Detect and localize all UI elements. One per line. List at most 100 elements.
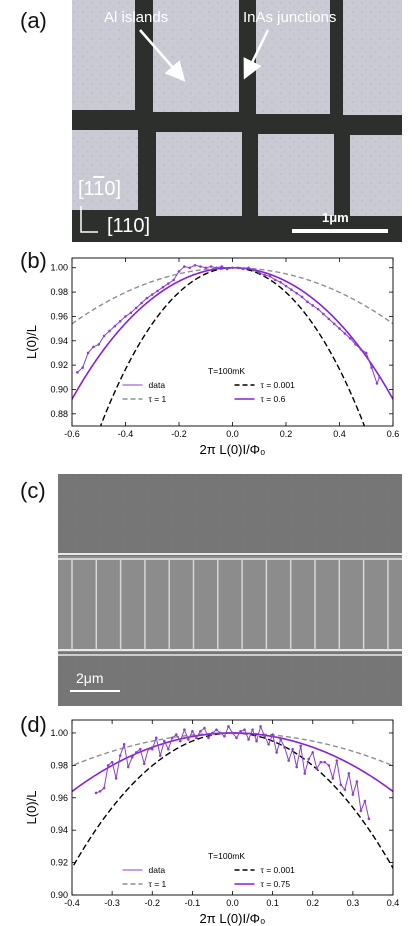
data-point [291, 747, 294, 751]
data-point [257, 271, 261, 274]
data-point [106, 764, 110, 767]
data-point [363, 799, 367, 803]
al-island [72, 0, 135, 110]
data-point [225, 267, 229, 271]
data-point [171, 736, 174, 740]
data-point [156, 289, 159, 293]
data-point [187, 738, 190, 741]
data-point [191, 730, 194, 733]
data-point [97, 343, 101, 346]
data-point [183, 265, 186, 268]
data-point [252, 268, 256, 272]
data-point [339, 783, 343, 787]
data-point [354, 343, 357, 346]
data-point [92, 345, 95, 349]
data-point [307, 757, 311, 761]
data-point [86, 351, 90, 355]
data-point [227, 725, 230, 728]
data-point [351, 793, 355, 796]
data-point [370, 366, 373, 369]
data-point [211, 731, 214, 735]
data-point [179, 739, 182, 743]
data-point [359, 809, 363, 813]
y-tick-label: 0.92 [50, 858, 68, 868]
scale-bar-label-c: 2μm [76, 670, 104, 686]
sem-image-a: Al islands InAs junctions [110] [110] 1μ… [72, 0, 402, 242]
al-island [153, 0, 239, 112]
legend-label: τ = 1 [149, 394, 167, 404]
data-point [145, 296, 149, 300]
data-point [223, 734, 226, 738]
data-point [126, 765, 130, 769]
data-point [378, 376, 381, 379]
data-point [102, 334, 106, 338]
y-tick-label: 1.00 [50, 728, 68, 738]
y-tick-label: 0.94 [50, 825, 68, 835]
data-point [316, 307, 320, 311]
chart-d: -0.4 -0.3 -0.2 -0.1 0.0 0.1 0.2 0.3 0.4 0.90 0.92 0… [24, 719, 400, 926]
data-point [290, 288, 293, 291]
data-point [332, 322, 336, 326]
data-point [183, 728, 186, 732]
y-tick-label: 0.94 [50, 336, 68, 346]
series-line-data [77, 264, 381, 385]
data-point [343, 332, 347, 335]
data-point [204, 266, 208, 270]
data-point [188, 266, 191, 270]
data-point [323, 760, 327, 764]
data-point [146, 747, 150, 751]
data-point [322, 312, 325, 316]
data-point [311, 751, 315, 754]
data-point [118, 320, 122, 323]
data-point [364, 351, 368, 355]
data-point [287, 759, 290, 762]
data-point [81, 366, 84, 369]
data-point [220, 265, 224, 268]
series-line--0-001 [72, 732, 393, 870]
x-tick-label: 0.4 [387, 898, 400, 908]
x-tick-label: -0.2 [171, 429, 187, 439]
data-point [235, 736, 238, 740]
data-point [355, 780, 359, 783]
y-tick-label: 1.00 [50, 263, 68, 273]
data-point [102, 786, 106, 790]
al-islands-arrow [139, 29, 186, 82]
data-point [319, 760, 323, 764]
x-axis-label: 2π L(0)I/Φ₀ [200, 911, 266, 926]
data-point [199, 730, 202, 733]
data-point [177, 270, 181, 273]
chart-b: -0.6 -0.4 -0.2 0.0 0.2 0.4 0.6 0.88 0.90 0.92 0.94… [24, 257, 399, 457]
x-tick-label: 0.2 [280, 429, 293, 439]
data-point [124, 315, 127, 318]
data-point [142, 762, 146, 766]
al-island [343, 0, 402, 115]
al-island [256, 0, 330, 114]
data-point [150, 747, 154, 751]
x-tick-label: -0.1 [185, 898, 201, 908]
plot-frame [71, 257, 394, 427]
al-island [350, 135, 402, 219]
data-point [295, 765, 299, 769]
series-line--1 [72, 267, 393, 325]
data-point [215, 728, 218, 732]
data-point [241, 267, 245, 271]
panel-label-d: (d) [20, 712, 47, 737]
data-point [255, 739, 258, 743]
data-point [259, 725, 262, 728]
temperature-annotation: T=100mK [208, 851, 245, 861]
y-tick-label: 0.96 [50, 311, 68, 321]
legend-label: data [149, 380, 166, 390]
data-point [367, 817, 371, 821]
data-point [215, 266, 218, 270]
panel-label-c: (c) [20, 478, 46, 503]
data-point [375, 382, 379, 385]
data-point [275, 751, 278, 754]
x-tick-label: 0.4 [333, 429, 346, 439]
data-point [162, 739, 166, 743]
data-point [251, 728, 254, 732]
data-point [122, 743, 126, 746]
data-point [347, 772, 351, 775]
x-tick-label: 0.2 [306, 898, 319, 908]
data-point [271, 733, 274, 736]
